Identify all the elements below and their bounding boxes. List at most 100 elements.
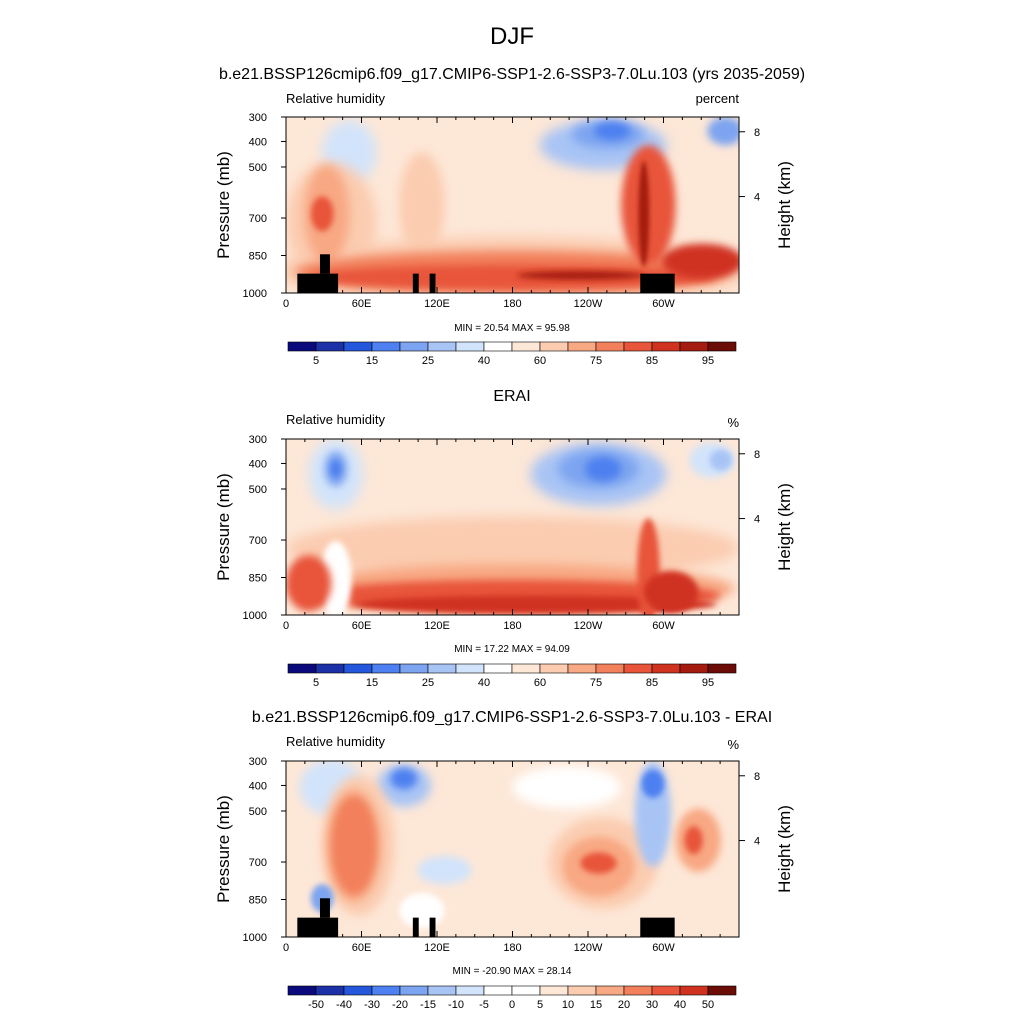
panel-title: ERAI — [493, 388, 530, 405]
colorbar-swatch — [679, 985, 709, 996]
contour-region — [399, 152, 445, 258]
colorbar-label: -30 — [364, 999, 380, 1011]
colorbar-swatch — [427, 341, 457, 352]
y-tick-label: 500 — [249, 484, 267, 496]
y-tick-label: 400 — [249, 136, 267, 148]
y-tick-label: 300 — [249, 112, 267, 124]
contour-region — [638, 161, 650, 267]
colorbar-label: 50 — [702, 999, 714, 1011]
colorbar-label: 10 — [562, 999, 574, 1011]
y-tick-label: 850 — [249, 573, 267, 585]
contour-region — [390, 768, 418, 790]
y2-tick-label: 4 — [754, 192, 760, 204]
topography-mask — [412, 917, 419, 937]
colorbar-swatch — [511, 341, 541, 352]
topography-mask — [640, 917, 675, 937]
colorbar-swatch — [399, 663, 429, 674]
colorbar-label: -10 — [448, 999, 464, 1011]
y-tick-label: 1000 — [243, 610, 267, 622]
topography-mask — [412, 273, 419, 293]
contour-field — [286, 761, 739, 937]
y-tick-label: 700 — [249, 857, 267, 869]
colorbar-swatch — [651, 985, 681, 996]
colorbar-label: 60 — [534, 355, 546, 367]
x-tick-label: 180 — [503, 298, 521, 310]
colorbar-label: 30 — [646, 999, 658, 1011]
y-tick-label: 300 — [249, 756, 267, 768]
y-axis-title: Pressure (mb) — [214, 473, 233, 581]
colorbar-swatch — [315, 985, 345, 996]
colorbar-swatch — [287, 341, 317, 352]
units-label: percent — [696, 91, 740, 106]
contour-region — [417, 856, 472, 885]
colorbar-swatch — [287, 985, 317, 996]
main-title: DJF — [490, 23, 534, 50]
min-max-stats: MIN = 17.22 MAX = 94.09 — [454, 644, 570, 655]
colorbar-swatch — [343, 663, 373, 674]
x-tick-label: 60W — [652, 942, 675, 954]
colorbar-swatch — [511, 985, 541, 996]
colorbar: 5 15 25 40 60 75 85 95 — [287, 341, 737, 367]
contour-region — [584, 456, 622, 482]
colorbar-swatch — [623, 985, 653, 996]
y-tick-label: 500 — [249, 806, 267, 818]
colorbar-label: 95 — [702, 355, 714, 367]
colorbar-swatch — [679, 663, 709, 674]
colorbar-label: -20 — [392, 999, 408, 1011]
y2-tick-label: 8 — [754, 127, 760, 139]
colorbar-swatch — [595, 341, 625, 352]
contour-region — [684, 826, 703, 855]
colorbar-label: 40 — [674, 999, 686, 1011]
colorbar-swatch — [707, 341, 737, 352]
x-tick-label: 60E — [352, 942, 372, 954]
colorbar-label: 75 — [590, 677, 602, 689]
min-max-stats: MIN = -20.90 MAX = 28.14 — [453, 966, 572, 977]
diff-panel: b.e21.BSSP126cmip6.f09_g17.CMIP6-SSP1-2.… — [214, 709, 794, 1011]
y-tick-label: 700 — [249, 535, 267, 547]
contour-region — [662, 243, 739, 279]
contour-region — [707, 117, 739, 146]
colorbar: -50 -40 -30 -20 -15 -10 -5 0 5 10 15 20 30 40 50 — [287, 985, 737, 1011]
colorbar-swatch — [707, 663, 737, 674]
x-tick-label: 0 — [283, 620, 289, 632]
colorbar-swatch — [483, 663, 513, 674]
topography-mask — [297, 273, 339, 293]
contour-region — [517, 271, 644, 280]
colorbar-swatch — [679, 341, 709, 352]
contour-region — [709, 449, 733, 471]
colorbar-swatch — [371, 663, 401, 674]
colorbar-swatch — [567, 341, 597, 352]
colorbar-swatch — [427, 663, 457, 674]
colorbar-swatch — [455, 663, 485, 674]
colorbar-swatch — [343, 985, 373, 996]
contour-field — [286, 439, 739, 615]
colorbar-swatch — [483, 341, 513, 352]
y-tick-label: 850 — [249, 251, 267, 263]
colorbar-swatch — [455, 985, 485, 996]
y-axis-title: Pressure (mb) — [214, 151, 233, 259]
y2-axis-title: Height (km) — [775, 161, 794, 249]
colorbar-label: 85 — [646, 355, 658, 367]
colorbar-swatch — [623, 663, 653, 674]
units-label: % — [727, 737, 739, 752]
contour-region — [353, 595, 717, 614]
colorbar-swatch — [567, 663, 597, 674]
colorbar-swatch — [483, 985, 513, 996]
colorbar-swatch — [595, 985, 625, 996]
colorbar-swatch — [623, 341, 653, 352]
variable-label: Relative humidity — [286, 91, 385, 106]
colorbar-label: 20 — [618, 999, 630, 1011]
colorbar-label: 15 — [366, 355, 378, 367]
colorbar-swatch — [567, 985, 597, 996]
x-tick-label: 120W — [574, 298, 603, 310]
contour-region — [580, 852, 617, 874]
colorbar-label: 95 — [702, 677, 714, 689]
topography-mask — [429, 917, 436, 937]
x-tick-label: 120W — [574, 942, 603, 954]
contour-fill — [286, 761, 739, 937]
y-tick-label: 1000 — [243, 288, 267, 300]
axes: 0 60E 120E 180 120W 60W 300 400 500 700 850 1000 8 4 P… — [214, 434, 794, 632]
y-axis-title: Pressure (mb) — [214, 795, 233, 903]
colorbar-swatch — [399, 985, 429, 996]
colorbar-swatch — [287, 663, 317, 674]
